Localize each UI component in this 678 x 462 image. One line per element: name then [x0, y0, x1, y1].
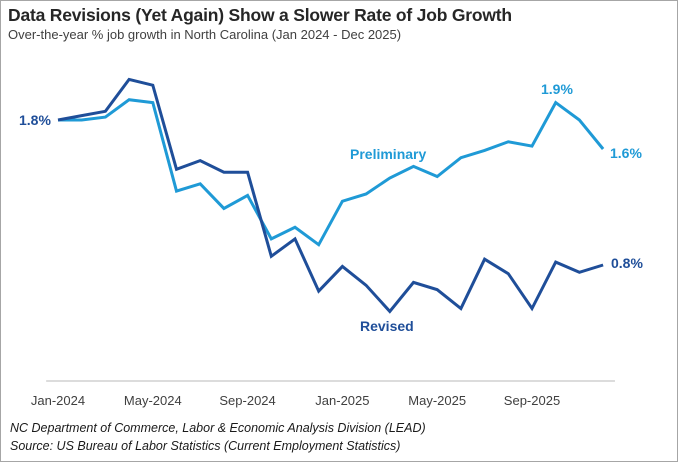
label-revised-end: 0.8%: [611, 255, 643, 271]
x-tick-label: Jan-2024: [31, 393, 85, 408]
footer-credit: NC Department of Commerce, Labor & Econo…: [10, 421, 426, 435]
series-label-preliminary: Preliminary: [350, 146, 426, 162]
x-axis-ticks: Jan-2024 May-2024 Sep-2024 Jan-2025 May-2025…: [31, 393, 560, 408]
x-tick-label: Sep-2024: [219, 393, 275, 408]
chart-subtitle: Over-the-year % job growth in North Caro…: [8, 27, 402, 42]
label-start-value: 1.8%: [19, 112, 51, 128]
series-lines: [57, 77, 605, 314]
label-preliminary-peak: 1.9%: [541, 81, 573, 97]
chart-title: Data Revisions (Yet Again) Show a Slower…: [8, 5, 512, 25]
footer-source: Source: US Bureau of Labor Statistics (C…: [10, 439, 401, 453]
x-tick-label: Jan-2025: [315, 393, 369, 408]
series-line-preliminary: [58, 98, 605, 247]
series-line-revised: [57, 77, 604, 314]
x-tick-label: Sep-2025: [504, 393, 560, 408]
chart-footer: NC Department of Commerce, Labor & Econo…: [10, 419, 426, 455]
x-tick-label: May-2024: [124, 393, 182, 408]
series-label-revised: Revised: [360, 318, 414, 334]
label-preliminary-end: 1.6%: [610, 145, 642, 161]
x-tick-label: May-2025: [408, 393, 466, 408]
